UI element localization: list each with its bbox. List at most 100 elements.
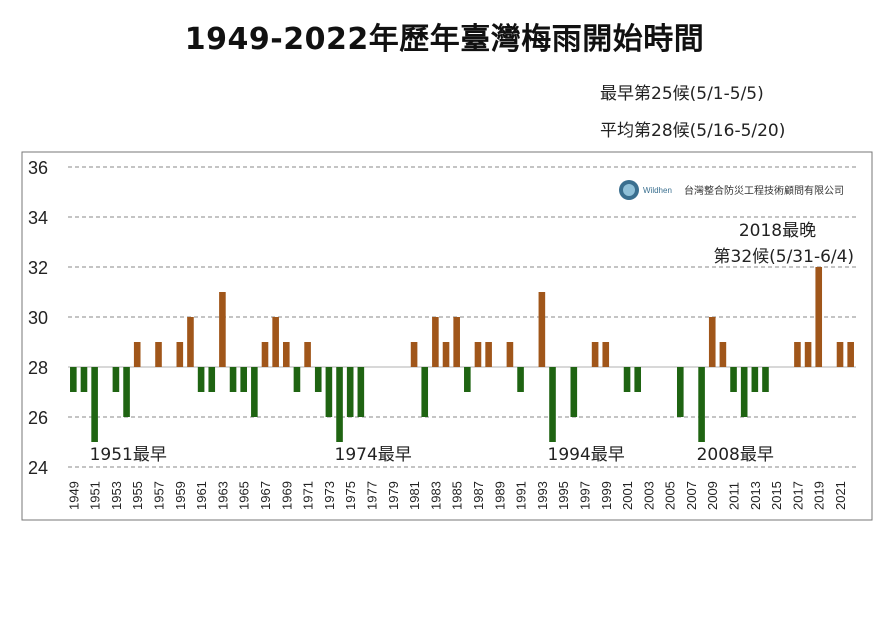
bar-2012 <box>740 367 748 417</box>
bar-1998 <box>591 342 599 367</box>
x-tick-label: 2003 <box>641 481 656 510</box>
x-tick-label: 1985 <box>450 481 465 510</box>
bar-2009 <box>708 317 716 367</box>
bar-2010 <box>719 342 727 367</box>
x-tick-label: 2009 <box>705 481 720 510</box>
plot-frame <box>21 151 873 521</box>
logo-text: 台灣整合防災工程技術顧問有限公司 <box>684 184 844 197</box>
bar-2022 <box>847 342 854 367</box>
x-tick-label: 1949 <box>66 481 81 510</box>
x-tick-label: 1989 <box>492 481 507 510</box>
y-tick-label: 34 <box>28 208 48 228</box>
x-tick-label: 1969 <box>279 481 294 510</box>
grid-lines <box>68 166 856 468</box>
x-tick-label: 1977 <box>364 481 379 510</box>
x-tick-label: 1973 <box>322 481 337 510</box>
bar-1993 <box>538 292 546 367</box>
bar-2006 <box>676 367 684 417</box>
x-tick-label: 1961 <box>194 481 209 510</box>
x-tick-label: 1995 <box>556 481 571 510</box>
bar-1982 <box>421 367 429 417</box>
annotation-earliest: 2008最早 <box>697 445 774 465</box>
x-tick-label: 2021 <box>833 481 848 510</box>
bar-1963 <box>219 292 226 367</box>
bar-2001 <box>623 367 631 392</box>
x-tick-label: 2001 <box>620 481 635 510</box>
x-tick-label: 2007 <box>684 481 699 510</box>
bar-1976 <box>357 367 365 417</box>
x-tick-label: 1979 <box>386 481 401 510</box>
bar-1950 <box>80 367 88 392</box>
bar-1983 <box>432 317 439 367</box>
x-tick-label: 2017 <box>790 481 805 510</box>
bar-1962 <box>208 367 216 392</box>
x-tick-label: 1999 <box>599 481 614 510</box>
x-tick-label: 1963 <box>215 481 230 510</box>
x-tick-label: 1967 <box>258 481 273 510</box>
bar-1951 <box>91 367 98 442</box>
x-tick-label: 2011 <box>727 482 742 510</box>
bar-2008 <box>698 367 705 442</box>
x-tick-label: 1987 <box>471 481 486 510</box>
bar-1987 <box>474 342 482 367</box>
bar-2021 <box>836 342 844 367</box>
bar-1969 <box>282 342 290 367</box>
bar-1971 <box>304 342 311 367</box>
bar-1953 <box>112 367 120 392</box>
chart-title: 1949-2022年歷年臺灣梅雨開始時間 <box>184 22 705 57</box>
annotation-earliest: 1974最早 <box>335 445 412 465</box>
bar-1981 <box>410 342 418 367</box>
bar-2019 <box>815 267 823 367</box>
annotation-latest-detail: 第32候(5/31-6/4) <box>714 247 855 267</box>
bar-1972 <box>314 367 322 392</box>
x-axis-ticks: 1949 1951 1953 1955 1957 1959 1961 1963 1965 1967… <box>66 481 848 510</box>
bar-1986 <box>464 367 471 392</box>
x-tick-label: 1991 <box>514 481 529 510</box>
bar-1964 <box>229 367 237 392</box>
x-tick-label: 1971 <box>301 481 316 510</box>
x-tick-label: 2015 <box>769 481 784 510</box>
annotation-latest: 2018最晚 <box>739 221 816 241</box>
bar-1975 <box>346 367 354 417</box>
x-tick-label: 2013 <box>748 481 763 510</box>
y-axis-ticks: 24 26 28 30 32 34 36 <box>28 158 48 478</box>
bar-1960 <box>187 317 194 367</box>
bar-1955 <box>133 342 141 367</box>
bar-1967 <box>261 342 269 367</box>
x-tick-label: 1965 <box>237 481 252 510</box>
bar-1990 <box>506 342 514 367</box>
y-tick-label: 28 <box>28 358 48 378</box>
bar-1961 <box>197 367 205 392</box>
bar-1970 <box>293 367 301 392</box>
bar-1965 <box>240 367 248 392</box>
annotation-earliest: 1951最早 <box>90 445 167 465</box>
x-tick-label: 1959 <box>173 481 188 510</box>
bar-1985 <box>453 317 460 367</box>
x-tick-label: 1993 <box>535 481 550 510</box>
annotation-earliest: 1994最早 <box>548 445 625 465</box>
bar-2017 <box>794 342 801 367</box>
x-tick-label: 1983 <box>428 481 443 510</box>
bar-1966 <box>251 367 258 417</box>
bar-2014 <box>762 367 769 392</box>
bar-1994 <box>549 367 556 442</box>
bar-1968 <box>272 317 279 367</box>
bar-1974 <box>336 367 343 442</box>
earliest-note: 最早第25候(5/1-5/5) <box>600 84 764 104</box>
bars <box>70 267 854 442</box>
bar-2002 <box>634 367 642 392</box>
bar-1991 <box>517 367 524 392</box>
x-tick-label: 1955 <box>130 481 145 510</box>
bar-2011 <box>730 367 737 392</box>
bar-1973 <box>325 367 333 417</box>
x-tick-label: 1997 <box>577 481 592 510</box>
company-logo: Wildhen 台灣整合防災工程技術顧問有限公司 <box>615 176 868 204</box>
x-tick-label: 1951 <box>88 481 103 510</box>
x-tick-label: 1981 <box>407 481 422 510</box>
x-tick-label: 1953 <box>109 481 124 510</box>
bar-1957 <box>155 342 162 367</box>
bar-1954 <box>123 367 130 417</box>
y-tick-label: 36 <box>28 158 48 178</box>
bar-1984 <box>442 342 450 367</box>
